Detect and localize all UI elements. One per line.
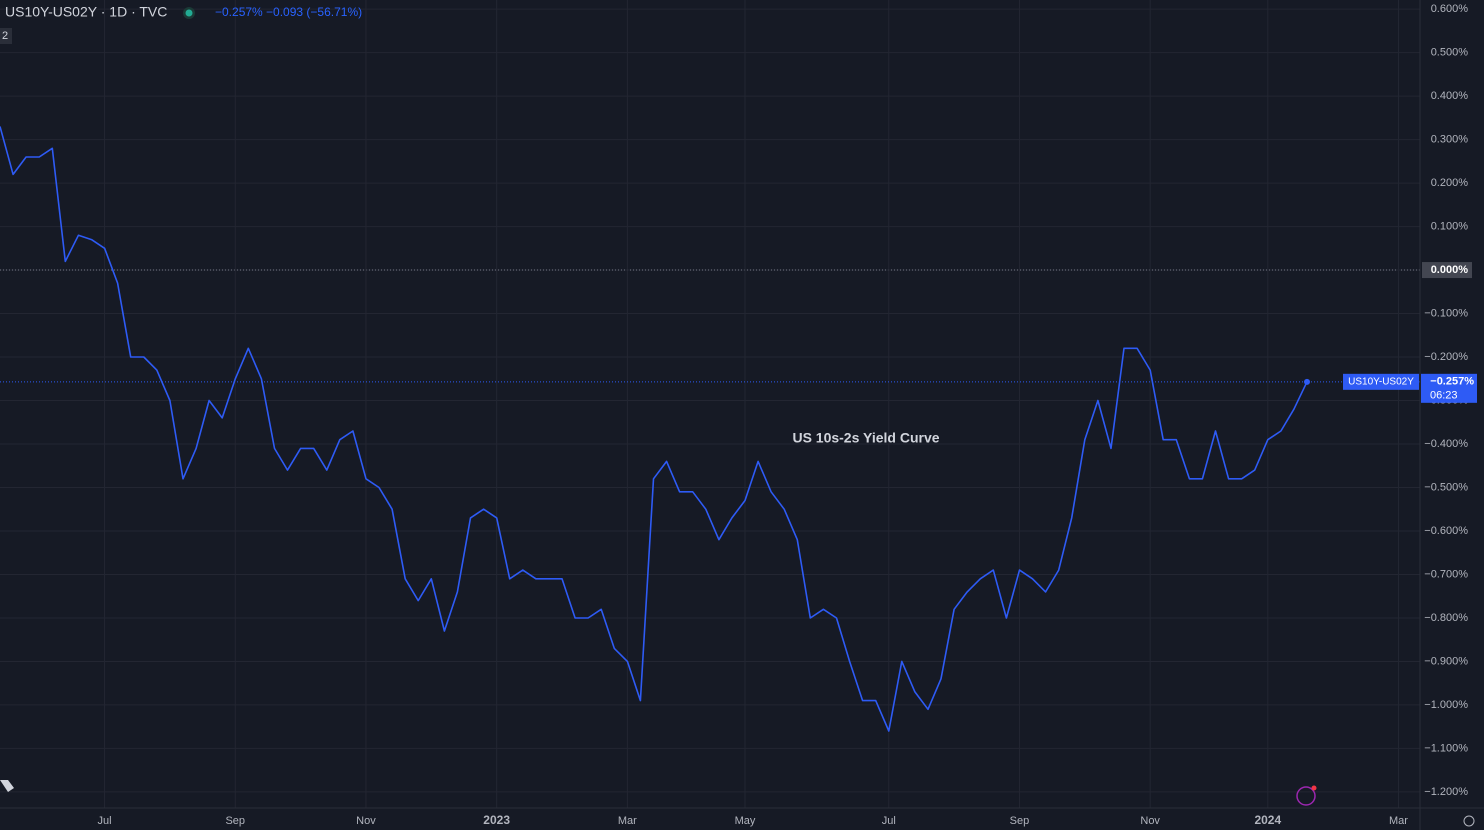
x-tick-label: Nov (356, 815, 376, 827)
name-tag-label: US10Y-US02Y (1348, 376, 1414, 387)
logo (0, 780, 14, 792)
grid (0, 0, 1420, 808)
pane-label: 2 (2, 30, 8, 42)
y-tick-label: −0.800% (1424, 612, 1468, 624)
zero-tag (1422, 262, 1472, 279)
name-tag (1343, 373, 1419, 390)
settings-icon[interactable] (1463, 815, 1475, 827)
alert-badge (1311, 785, 1317, 791)
y-tick-label: 0.400% (1431, 90, 1469, 102)
x-tick-label: Sep (1010, 815, 1030, 827)
y-tick-label: 0.000% (1431, 264, 1469, 276)
y-tick-label: −0.500% (1424, 481, 1468, 493)
y-tick-label: 0.600% (1431, 3, 1469, 15)
y-tick-label: 0.300% (1431, 134, 1469, 146)
y-tick-label: −0.100% (1424, 307, 1468, 319)
y-tick-label: 0.500% (1431, 47, 1469, 59)
x-tick-label: Mar (618, 815, 637, 827)
y-tick-label: −0.600% (1424, 525, 1468, 537)
pane-badge (0, 28, 12, 44)
x-tick-label: May (735, 815, 756, 827)
y-tick-label: −1.100% (1424, 742, 1468, 754)
annotation: US 10s-2s Yield Curve (792, 430, 939, 446)
price-tag (1421, 373, 1477, 403)
y-tick-label: −1.200% (1424, 786, 1468, 798)
x-tick-label: Mar (1389, 815, 1408, 827)
y-tick-label: −0.200% (1424, 351, 1468, 363)
last-point (1304, 378, 1310, 385)
x-tick-label: Nov (1140, 815, 1160, 827)
y-tick-label: 0.100% (1431, 220, 1469, 232)
alert-icon[interactable] (1296, 786, 1316, 806)
status-dot (185, 9, 193, 17)
x-tick-label: Jul (882, 815, 896, 827)
series-line (0, 126, 1308, 732)
y-tick-label: 0.200% (1431, 177, 1469, 189)
x-tick-label: Jul (98, 815, 112, 827)
plot (0, 126, 1310, 732)
y-tick-label: −0.400% (1424, 438, 1468, 450)
change: −0.257% −0.093 (−56.71%) (215, 5, 362, 19)
x-tick-label: 2024 (1254, 813, 1281, 827)
y-tick-label: −0.900% (1424, 655, 1468, 667)
price-tag-label: −0.257% (1430, 376, 1474, 388)
y-tick-label: −0.700% (1424, 568, 1468, 580)
x-tick-label: Sep (225, 815, 245, 827)
x-tick-label: 2023 (483, 813, 510, 827)
countdown: 06:23 (1430, 390, 1458, 402)
y-tick-label: −1.000% (1424, 699, 1468, 711)
symbol: US10Y-US02Y · 1D · TVC (5, 4, 167, 20)
